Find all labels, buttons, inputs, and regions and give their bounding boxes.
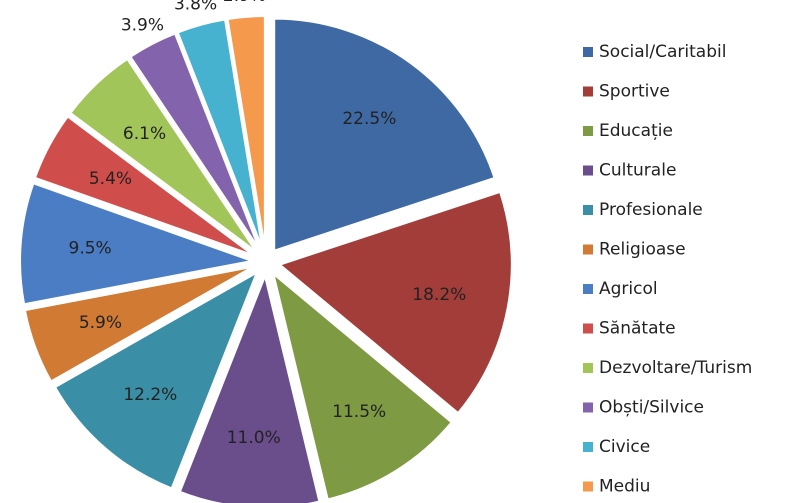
data-label: 5.9% [79, 313, 122, 333]
pie-slice [178, 272, 321, 503]
legend-label: Sportive [599, 82, 670, 102]
legend-label: Obști/Silvice [599, 398, 704, 418]
legend-swatch [583, 244, 593, 255]
data-label: 18.2% [412, 285, 466, 305]
legend-swatch [583, 126, 593, 136]
legend-swatch [583, 442, 593, 452]
data-label: 22.5% [342, 109, 396, 129]
legend-swatch [583, 205, 593, 215]
data-label: 9.5% [69, 239, 112, 259]
legend-swatch [583, 284, 593, 294]
pie-slice [277, 190, 513, 415]
pie-slice [19, 182, 256, 306]
pie-slice [271, 271, 454, 501]
legend-swatch [583, 363, 593, 373]
legend-label: Dezvoltare/Turism [599, 358, 752, 378]
legend-swatch [583, 47, 593, 57]
pie-slice [226, 15, 266, 249]
pie-slice [33, 115, 255, 257]
data-label: 6.1% [123, 124, 166, 144]
data-label: 3.9% [121, 15, 164, 35]
legend-label: Culturale [599, 161, 676, 181]
legend-label: Religioase [599, 240, 686, 260]
data-label: 12.2% [123, 385, 177, 405]
legend-swatch [583, 481, 593, 492]
data-label: 3.8% [174, 0, 217, 15]
legend-label: Educație [599, 121, 673, 141]
legend-label: Mediu [599, 477, 650, 497]
pie-slice [129, 32, 261, 251]
pie-slice [53, 270, 259, 490]
data-label: 11.5% [332, 402, 386, 422]
legend-swatch [583, 86, 593, 97]
pie-slice [273, 17, 496, 253]
data-label: 11.0% [227, 428, 281, 448]
pie-slice [176, 18, 264, 249]
legend-label: Social/Caritabil [599, 42, 726, 62]
legend-label: Sănătate [599, 319, 676, 339]
pie-slice [69, 57, 258, 253]
legend-label: Civice [599, 437, 650, 457]
legend-label: Agricol [599, 279, 658, 299]
pie-slice [23, 265, 254, 383]
legend-swatch [583, 323, 593, 334]
legend-label: Profesionale [599, 200, 703, 220]
data-label: 5.4% [89, 169, 132, 189]
legend-swatch [583, 165, 593, 176]
legend-swatch [583, 402, 593, 413]
data-label: 2.9% [223, 0, 266, 6]
